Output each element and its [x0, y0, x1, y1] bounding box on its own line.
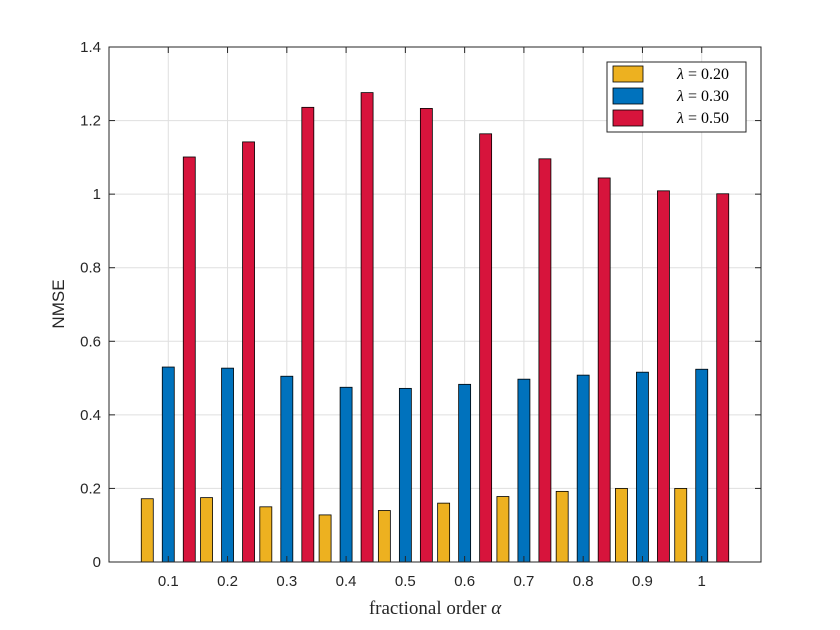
- x-tick-label: 0.8: [573, 573, 594, 590]
- legend-label: λ = 0.20: [676, 66, 729, 83]
- bar-050-1: [716, 193, 730, 563]
- bar-030-0.6: [458, 383, 472, 563]
- bar-020-0.9: [615, 488, 628, 563]
- legend-symbol: λ: [676, 110, 688, 127]
- bar-020-0.8: [555, 490, 569, 563]
- x-tick-label: 1: [698, 573, 706, 590]
- bar-030-0.8: [576, 374, 590, 563]
- bar-020-0.7: [496, 496, 510, 563]
- bar-030-1: [695, 368, 709, 563]
- legend-swatch: [612, 109, 644, 127]
- legend-swatch: [612, 65, 644, 83]
- x-tick-label: 0.3: [276, 573, 297, 590]
- bar-050-0.1: [182, 156, 196, 563]
- bar-020-0.2: [200, 497, 213, 563]
- legend-label: λ = 0.30: [676, 88, 729, 105]
- y-tick-label: 1.2: [80, 113, 101, 130]
- x-tick-label: 0.4: [336, 573, 357, 590]
- x-tick-labels: 0.1 0.2 0.3 0.4 0.5 0.6 0.7 0.8 0.9 1: [158, 573, 706, 590]
- y-tick-label: 1: [93, 186, 101, 203]
- bar-050-0.2: [242, 141, 255, 563]
- y-tick-label: 0.4: [80, 407, 101, 424]
- bar-020-1: [674, 488, 688, 563]
- x-tick-label: 0.9: [632, 573, 653, 590]
- y-tick-label: 0.6: [80, 333, 101, 350]
- x-axis-label-text: fractional order: [369, 598, 487, 619]
- y-tick-label: 1.4: [80, 39, 101, 56]
- x-tick-label: 0.2: [217, 573, 238, 590]
- legend: λ = 0.20λ = 0.30λ = 0.50: [606, 61, 747, 133]
- y-axis-label: NMSE: [49, 279, 68, 328]
- bar-050-0.9: [657, 190, 670, 563]
- bar-020-0.6: [437, 502, 451, 563]
- bar-030-0.2: [221, 367, 234, 563]
- bar-series: [140, 92, 730, 563]
- bar-030-0.7: [517, 378, 531, 563]
- bar-030-0.5: [398, 387, 412, 563]
- legend-value: = 0.50: [688, 110, 729, 127]
- y-tick-label: 0.2: [80, 480, 101, 497]
- bar-030-0.1: [161, 366, 175, 563]
- axis-ticks: [109, 46, 761, 563]
- bar-030-0.3: [280, 375, 294, 563]
- legend-label: λ = 0.50: [676, 110, 729, 127]
- bar-050-0.3: [301, 106, 315, 563]
- legend-symbol: λ: [676, 66, 688, 83]
- x-tick-label: 0.1: [158, 573, 179, 590]
- plot-frame: [108, 46, 762, 563]
- legend-symbol: λ: [676, 88, 688, 105]
- legend-swatch: [612, 87, 644, 105]
- legend-value: = 0.20: [688, 66, 729, 83]
- x-tick-label: 0.7: [513, 573, 534, 590]
- bar-050-0.8: [597, 177, 611, 563]
- bar-050-0.6: [479, 133, 493, 563]
- bar-020-0.5: [377, 510, 391, 563]
- bar-050-0.5: [419, 108, 433, 563]
- bar-050-0.7: [538, 158, 552, 563]
- bar-030-0.9: [636, 371, 649, 563]
- x-axis-label: fractional order α: [369, 598, 502, 619]
- y-tick-labels: 0 0.2 0.4 0.6 0.8 1 1.2 1.4: [80, 39, 101, 571]
- y-tick-label: 0.8: [80, 260, 101, 277]
- x-tick-label: 0.6: [454, 573, 475, 590]
- bar-020-0.4: [318, 514, 332, 563]
- plot-background: [109, 47, 761, 562]
- bar-020-0.1: [140, 498, 154, 563]
- bar-050-0.4: [360, 92, 374, 563]
- bar-030-0.4: [339, 386, 353, 563]
- bar-020-0.3: [259, 506, 273, 563]
- x-axis-label-symbol: α: [491, 598, 502, 619]
- x-tick-label: 0.5: [395, 573, 416, 590]
- y-tick-label: 0: [93, 554, 101, 571]
- legend-value: = 0.30: [688, 88, 729, 105]
